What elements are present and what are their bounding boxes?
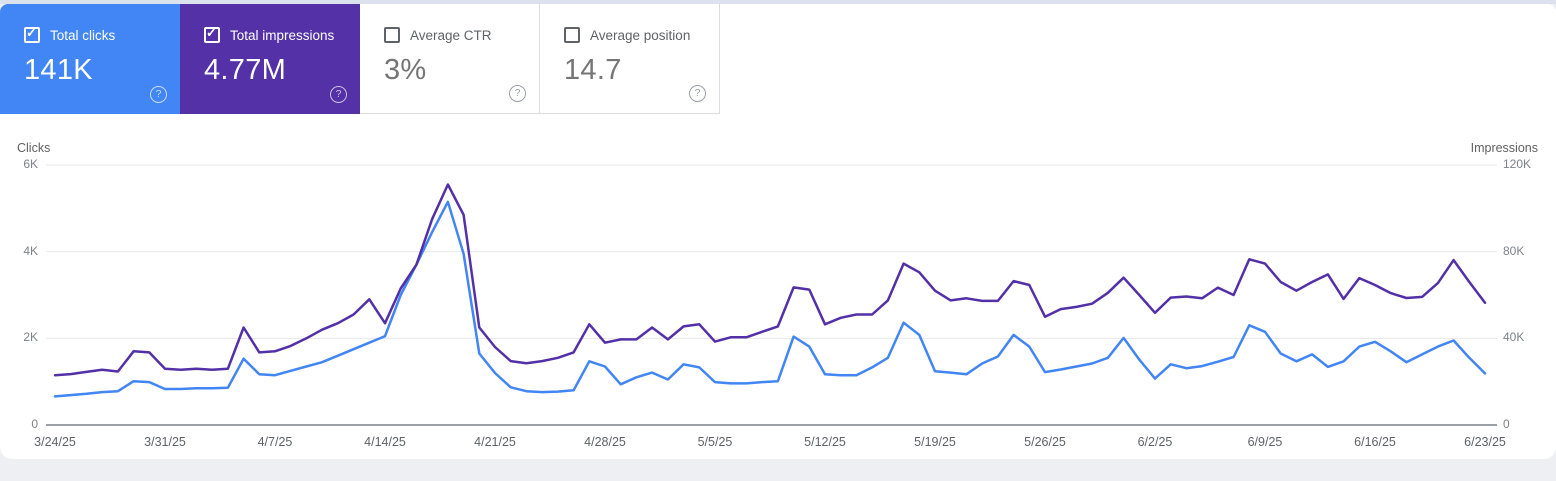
checkbox-checked-icon[interactable]	[24, 26, 40, 43]
x-axis-date-label: 6/23/25	[1464, 435, 1506, 449]
checkbox-checked-icon[interactable]	[204, 26, 220, 43]
x-axis-date-label: 3/31/25	[144, 435, 186, 449]
metric-value: 14.7	[564, 54, 622, 86]
left-axis-tick-label: 2K	[23, 330, 38, 345]
metric-label: Average position	[590, 27, 691, 43]
checkbox-unchecked-icon[interactable]	[384, 27, 400, 43]
x-axis-date-label: 6/16/25	[1354, 435, 1396, 449]
right-axis-tick-label: 0	[1503, 417, 1510, 431]
metric-label: Total clicks	[50, 27, 116, 43]
metric-card-average-ctr[interactable]: Average CTR 3% ?	[360, 4, 540, 114]
chart-plot-area[interactable]	[46, 159, 1497, 425]
x-axis-date-label: 5/19/25	[914, 435, 956, 449]
metric-value: 4.77M	[204, 54, 287, 86]
help-circle-icon[interactable]: ?	[330, 86, 347, 103]
metric-value: 141K	[24, 54, 93, 86]
x-axis-date-label: 6/2/25	[1137, 435, 1173, 449]
performance-panel: Total clicks 141K ? Total impressions 4.…	[0, 4, 1556, 459]
x-axis-date-label: 5/26/25	[1024, 435, 1066, 449]
x-axis-date-label: 5/12/25	[804, 435, 846, 449]
x-axis-date-label: 3/24/25	[34, 435, 76, 449]
left-axis-tick-label: 6K	[23, 157, 38, 171]
right-axis-tick-label: 40K	[1503, 330, 1525, 345]
checkbox-unchecked-icon[interactable]	[564, 27, 580, 43]
help-circle-icon[interactable]: ?	[509, 85, 526, 102]
help-circle-icon[interactable]: ?	[689, 85, 706, 102]
x-axis-date-label: 4/7/25	[257, 435, 293, 449]
help-circle-icon[interactable]: ?	[150, 86, 167, 103]
right-axis-title: Impressions	[1470, 141, 1538, 155]
metric-card-total-clicks[interactable]: Total clicks 141K ?	[0, 4, 180, 114]
left-axis-title: Clicks	[17, 141, 51, 155]
left-axis-tick-label: 0	[31, 417, 38, 431]
metric-value: 3%	[384, 54, 427, 86]
right-axis-tick-label: 120K	[1503, 157, 1532, 171]
metric-label: Average CTR	[410, 27, 492, 43]
metric-label: Total impressions	[230, 27, 335, 43]
x-axis-date-label: 4/14/25	[364, 435, 406, 449]
x-axis-date-label: 5/5/25	[697, 435, 733, 449]
page-top-band	[0, 0, 1556, 4]
x-axis-date-label: 6/9/25	[1247, 435, 1283, 449]
x-axis-date-label: 4/21/25	[474, 435, 516, 449]
right-axis-tick-label: 80K	[1503, 243, 1525, 258]
metric-card-average-position[interactable]: Average position 14.7 ?	[540, 4, 720, 114]
metric-card-total-impressions[interactable]: Total impressions 4.77M ?	[180, 4, 360, 114]
left-axis-tick-label: 4K	[23, 243, 38, 258]
x-axis-date-label: 4/28/25	[584, 435, 626, 449]
